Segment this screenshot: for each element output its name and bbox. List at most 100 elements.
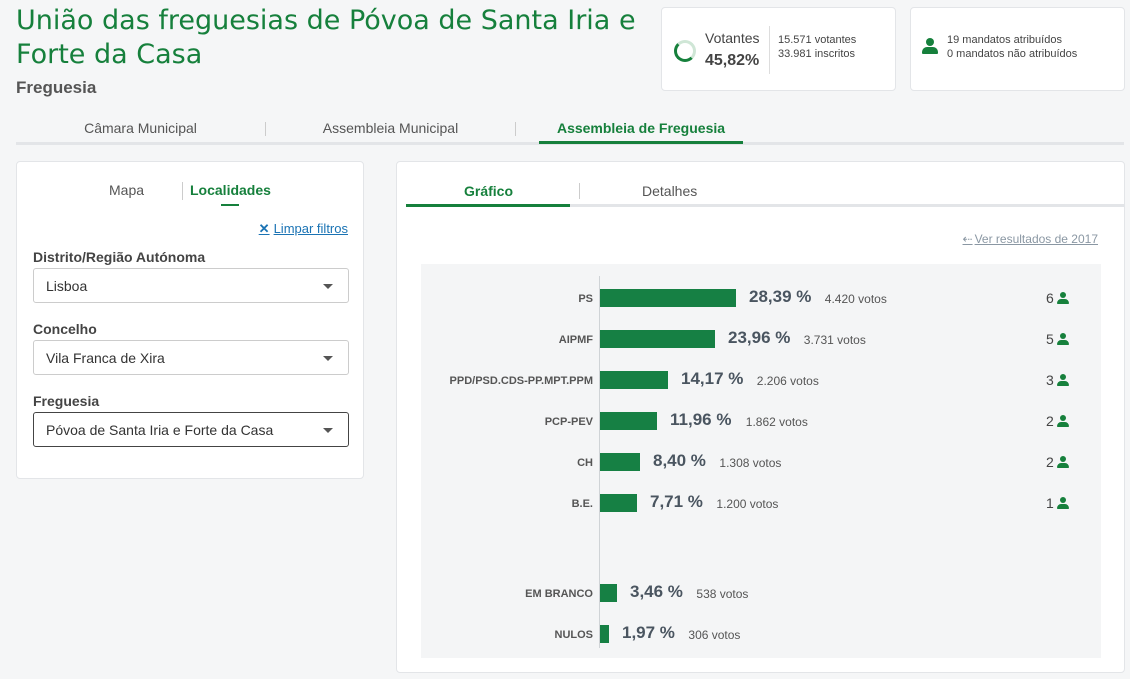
turnout-percentage: 45,82% [705,52,760,69]
chevron-down-icon [323,284,333,289]
active-tab-indicator [221,204,239,206]
page-subtitle: Freguesia [16,78,97,97]
votes-label: 1.308 votos [719,456,782,470]
chart-area [421,264,1101,658]
bar[interactable] [600,330,715,348]
tab-separator [182,182,183,200]
bar[interactable] [600,584,617,602]
person-icon [1056,497,1069,509]
mandates-count: 3 [1046,372,1069,388]
bar[interactable] [600,494,637,512]
person-icon [1056,456,1069,468]
chevron-down-icon [323,356,333,361]
tab-localidades[interactable]: Localidades [190,182,271,198]
election-tabs: Câmara Municipal Assembleia Municipal As… [16,113,1124,145]
municipality-select[interactable]: Vila Franca de Xira [33,340,349,375]
clear-filters-label: Limpar filtros [273,221,348,236]
parish-select[interactable]: Póvoa de Santa Iria e Forte da Casa [33,412,349,447]
person-icon [1056,415,1069,427]
municipality-value: Vila Franca de Xira [46,350,165,366]
parish-value: Póvoa de Santa Iria e Forte da Casa [46,422,274,438]
tab-camara-municipal[interactable]: Câmara Municipal [84,120,197,136]
party-label: CH [577,457,593,469]
mandates-assigned: 19 mandatos atribuídos [947,34,1062,46]
voters-count: 15.571 votantes [778,34,857,46]
district-select[interactable]: Lisboa [33,268,349,303]
mandates-count: 5 [1046,331,1069,347]
previous-results-label: Ver resultados de 2017 [974,232,1098,246]
mandates-card: 19 mandatos atribuídos 0 mandatos não at… [910,7,1125,91]
mandates-unassigned: 0 mandatos não atribuídos [947,48,1078,60]
mandates-number: 1 [1046,495,1054,511]
votes-label: 3.731 votos [803,333,866,347]
tab-separator [515,122,516,136]
tab-separator [265,122,266,136]
voters-label: Votantes [705,30,760,46]
tab-detalhes[interactable]: Detalhes [642,183,698,199]
mandates-number: 5 [1046,331,1054,347]
votes-label: 538 votos [696,587,749,601]
person-icon [922,38,938,54]
party-label: B.E. [571,498,593,510]
district-value: Lisboa [46,278,88,294]
mandates-count: 2 [1046,454,1069,470]
mandates-number: 3 [1046,372,1054,388]
bar[interactable] [600,453,640,471]
person-icon [1056,374,1069,386]
bar[interactable] [600,625,609,643]
chart-axis [599,276,600,648]
filters-panel: Mapa Localidades ✕ Limpar filtros Distrit… [16,161,364,479]
votes-label: 2.206 votos [756,374,819,388]
percentage-label: 28,39 % [749,287,812,306]
arrow-left-icon: ⇠ [962,232,973,246]
votes-label: 306 votos [688,628,741,642]
results-tabs: Gráfico Detalhes [406,180,1124,207]
bar[interactable] [600,289,736,307]
mandates-number: 2 [1046,454,1054,470]
percentage-label: 14,17 % [681,369,744,388]
bar[interactable] [600,412,657,430]
party-label: PS [578,293,593,305]
registered-count: 33.981 inscritos [778,48,856,60]
close-icon: ✕ [258,221,270,236]
municipality-label: Concelho [33,321,97,337]
party-label: EM BRANCO [525,588,593,600]
party-label: NULOS [554,629,594,641]
party-label: AIPMF [558,334,593,346]
tab-separator [579,183,580,199]
votes-label: 1.200 votos [716,497,779,511]
percentage-label: 1,97 % [622,623,675,642]
party-label: PPD/PSD.CDS-PP.MPT.PPM [449,375,593,387]
votes-label: 1.862 votos [745,415,808,429]
votes-label: 4.420 votos [824,292,887,306]
percentage-label: 7,71 % [650,492,703,511]
active-tab-indicator [539,141,743,144]
tab-assembleia-freguesia[interactable]: Assembleia de Freguesia [556,120,726,136]
voters-card: Votantes 45,82% 15.571 votantes 33.981 i… [661,7,896,91]
person-icon [1056,333,1069,345]
tab-assembleia-municipal[interactable]: Assembleia Municipal [322,120,459,136]
chevron-down-icon [323,428,333,433]
mandates-count: 6 [1046,290,1069,306]
results-panel: Gráfico Detalhes ⇠ Ver resultados de 2017… [396,161,1125,673]
party-label: PCP-PEV [544,416,593,428]
district-label: Distrito/Região Autónoma [33,249,206,265]
mandates-count: 2 [1046,413,1069,429]
tab-grafico[interactable]: Gráfico [464,183,514,199]
active-tab-indicator [406,204,570,207]
mandates-number: 6 [1046,290,1054,306]
tab-mapa[interactable]: Mapa [109,182,145,198]
bar[interactable] [600,371,668,389]
clear-filters-link[interactable]: ✕ Limpar filtros [259,221,348,237]
mandates-number: 2 [1046,413,1054,429]
percentage-label: 23,96 % [728,328,791,347]
percentage-label: 11,96 % [670,410,732,429]
page-title: União das freguesias de Póvoa de Santa I… [16,5,636,70]
previous-results-link[interactable]: ⇠ Ver resultados de 2017 [963,232,1098,246]
parish-label: Freguesia [33,393,100,409]
mandates-count: 1 [1046,495,1069,511]
turnout-ring-icon [674,40,696,62]
divider [769,26,770,74]
person-icon [1056,292,1069,304]
percentage-label: 3,46 % [630,582,683,601]
